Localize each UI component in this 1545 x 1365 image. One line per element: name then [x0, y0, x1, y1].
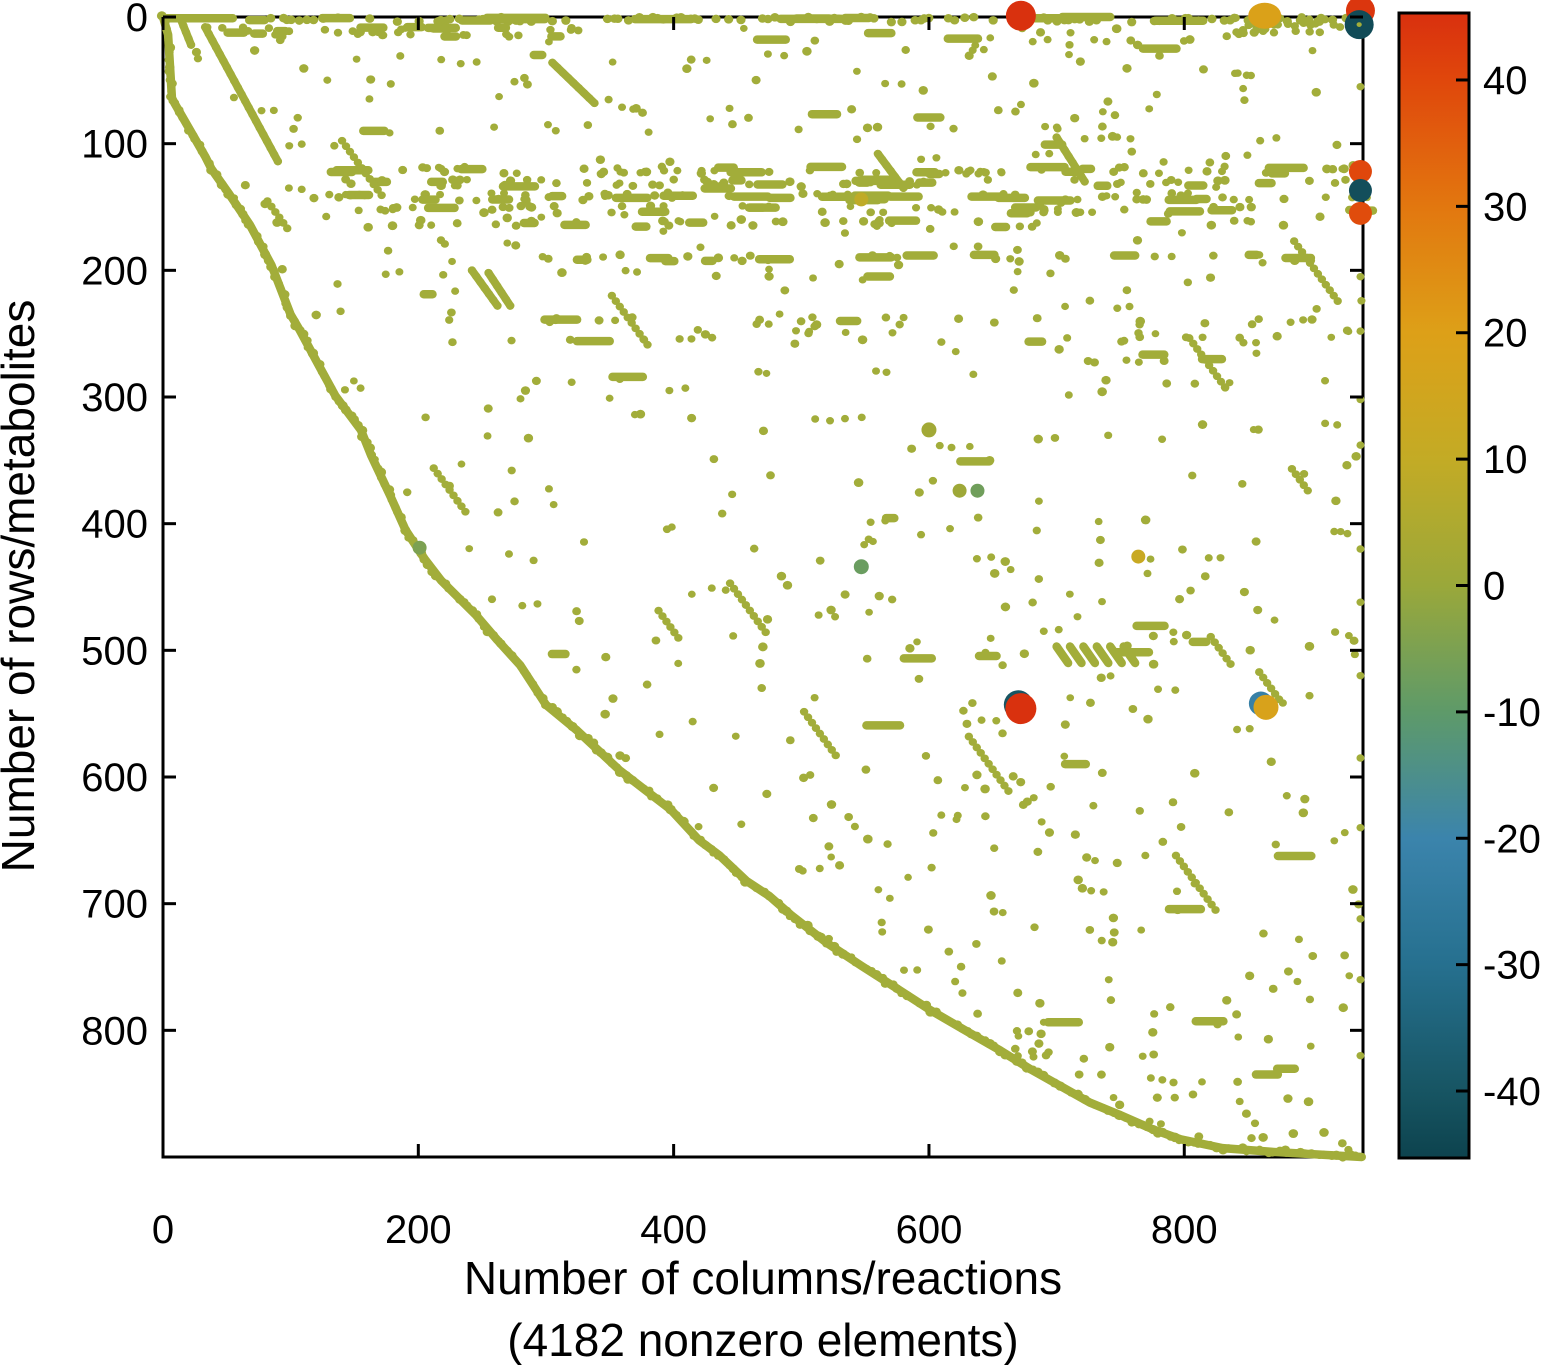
- x-tick-label: 600: [896, 1208, 963, 1252]
- y-axis-label: Number of rows/metabolites: [0, 300, 44, 873]
- matrix-large-coefficient-marker: [970, 483, 985, 498]
- colorbar-tick-label: -10: [1483, 691, 1541, 735]
- matrix-large-coefficient-marker: [921, 422, 937, 438]
- x-tick-label: 800: [1151, 1208, 1218, 1252]
- matrix-nonzero-markers: [156, 0, 1378, 1162]
- matrix-large-coefficient-marker: [853, 559, 869, 575]
- y-tick-label: 0: [126, 0, 148, 40]
- colorbar-tick-label: 10: [1483, 438, 1528, 482]
- matrix-large-coefficient-marker: [1005, 693, 1037, 725]
- matrix-large-coefficient-marker: [952, 483, 967, 498]
- matrix-large-coefficient-marker: [1348, 179, 1372, 203]
- y-tick-label: 200: [81, 249, 148, 293]
- y-tick-label: 100: [81, 123, 148, 167]
- y-tick-label: 800: [81, 1009, 148, 1053]
- axis-ticks: [161, 15, 1363, 1157]
- colorbar: 40 30 20 10 0 -10 -20 -30 -40: [1397, 11, 1541, 1160]
- x-axis-label: Number of columns/reactions: [464, 1252, 1062, 1304]
- y-tick-label: 300: [81, 376, 148, 420]
- matrix-large-coefficient-marker: [412, 540, 427, 555]
- y-tick-label: 700: [81, 883, 148, 927]
- matrix-large-coefficient-marker: [1131, 549, 1146, 564]
- x-tick-label: 200: [385, 1208, 452, 1252]
- matrix-large-coefficient-marker: [1348, 201, 1372, 225]
- colorbar-tick-label: 20: [1483, 312, 1528, 356]
- colorbar-tick-label: -40: [1483, 1070, 1541, 1114]
- y-tick-label: 500: [81, 629, 148, 673]
- y-tick-label: 400: [81, 503, 148, 547]
- colorbar-tick-label: -30: [1483, 944, 1541, 988]
- matrix-large-coefficient-marker: [1253, 694, 1279, 720]
- colorbar-tick-label: -20: [1483, 817, 1541, 861]
- matrix-large-coefficient-marker: [1348, 160, 1372, 184]
- matrix-large-coefficient-marker: [1248, 2, 1282, 29]
- tick-labels: 0 200 400 600 800 0 100 200 300 400 500 600 700 800: [81, 0, 1217, 1252]
- x-tick-label: 0: [152, 1208, 174, 1252]
- y-tick-label: 600: [81, 756, 148, 800]
- x-tick-label: 400: [640, 1208, 707, 1252]
- colorbar-tick-label: 40: [1483, 59, 1528, 103]
- colorbar-tick-label: 0: [1483, 565, 1505, 609]
- x-axis-sublabel-nonzero-count: (4182 nonzero elements): [507, 1314, 1018, 1365]
- matrix-large-coefficient-marker: [854, 192, 869, 207]
- colorbar-tick-label: 30: [1483, 185, 1528, 229]
- matrix-large-coefficient-marker: [1005, 0, 1036, 31]
